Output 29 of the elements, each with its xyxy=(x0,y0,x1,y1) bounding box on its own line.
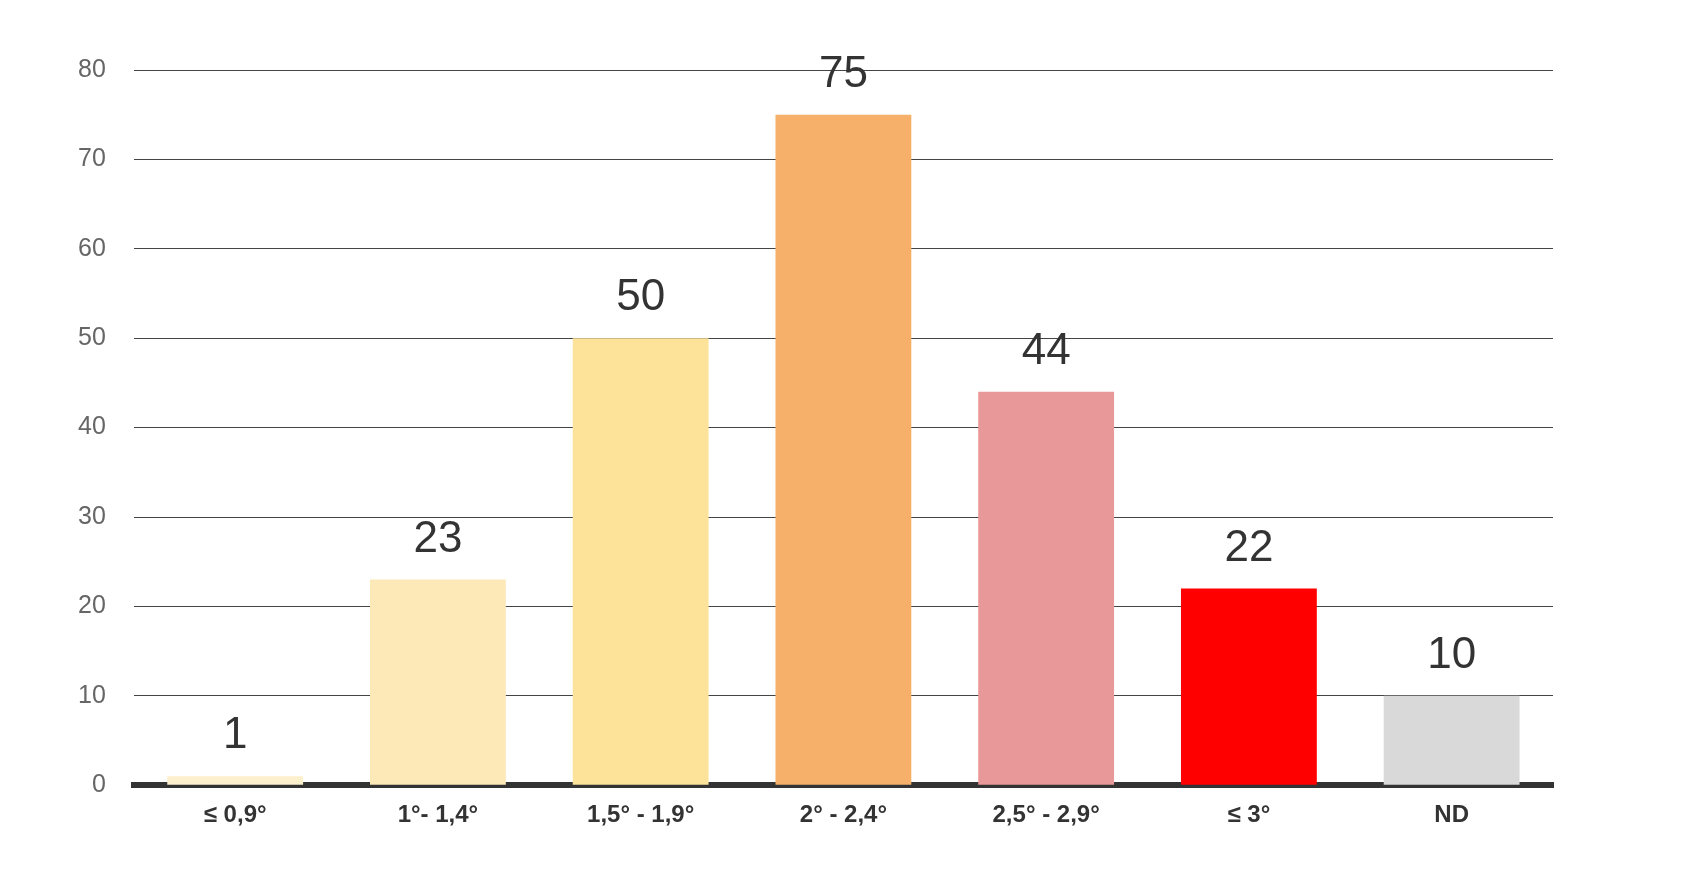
x-tick-label: 2,5° - 2,9° xyxy=(992,800,1100,828)
x-tick-label: 1,5° - 1,9° xyxy=(587,800,695,828)
data-label: 44 xyxy=(1021,323,1071,373)
x-tick-label: 2° - 2,4° xyxy=(799,800,888,828)
y-tick-label: 70 xyxy=(78,143,106,172)
y-tick-label: 50 xyxy=(78,322,106,351)
bar xyxy=(978,391,1115,785)
y-tick-label: 80 xyxy=(78,53,106,82)
data-label: 23 xyxy=(413,511,463,561)
x-tick-label: ≤ 3° xyxy=(1227,800,1271,828)
y-tick-label: 20 xyxy=(78,590,106,619)
y-tick-label: 0 xyxy=(91,769,106,798)
y-tick-label: 30 xyxy=(78,500,106,529)
bar xyxy=(775,114,912,785)
bar xyxy=(1180,588,1317,785)
y-tick-label: 10 xyxy=(78,679,106,708)
x-tick-label: 1°- 1,4° xyxy=(397,800,479,828)
data-label: 1 xyxy=(222,708,248,758)
x-tick-label: ND xyxy=(1434,800,1469,828)
y-tick-label: 60 xyxy=(78,232,106,261)
x-tick-label: ≤ 0,9° xyxy=(203,800,267,828)
bar xyxy=(1383,695,1520,785)
bar xyxy=(167,776,304,785)
data-label: 22 xyxy=(1224,520,1274,570)
data-label: 10 xyxy=(1427,627,1477,677)
bar xyxy=(572,338,709,785)
bar xyxy=(370,579,506,785)
y-tick-label: 40 xyxy=(78,411,106,440)
data-label: 50 xyxy=(616,270,666,320)
